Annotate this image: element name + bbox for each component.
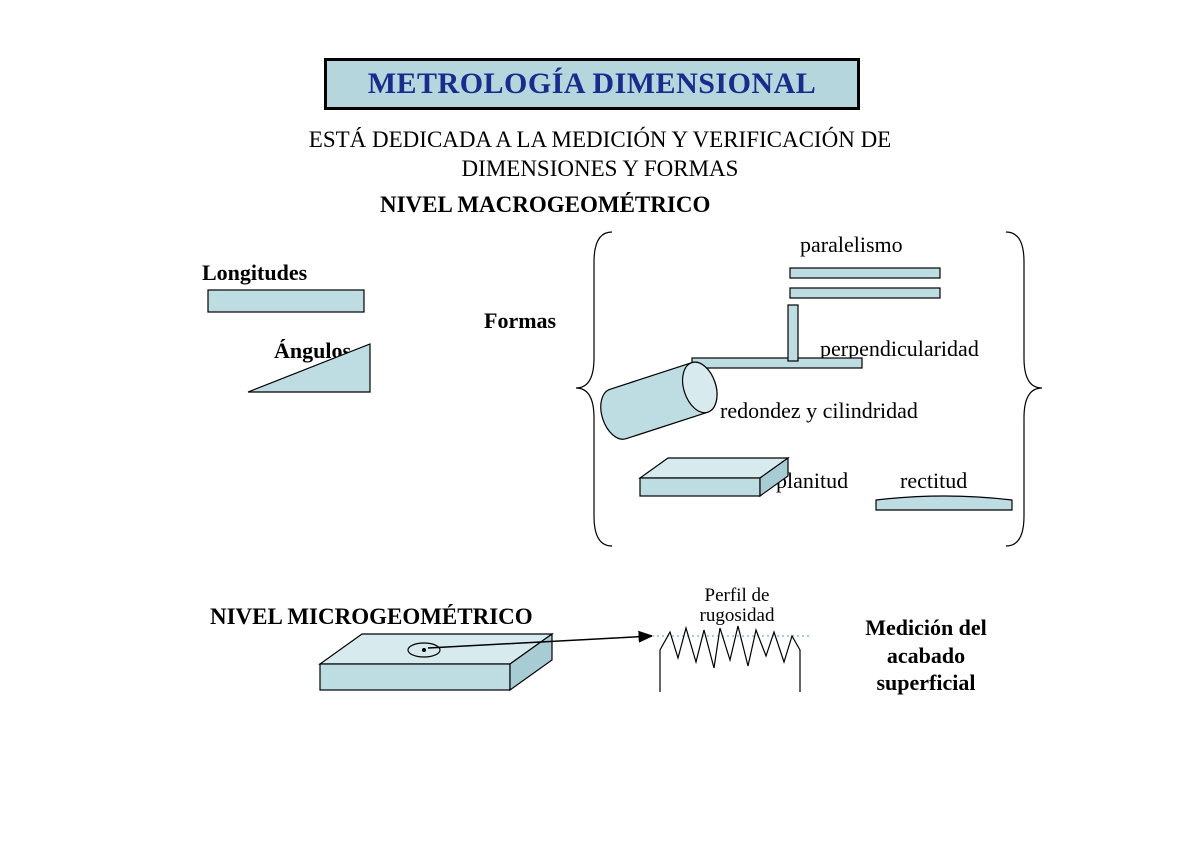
- shape-roughness-profile: [0, 0, 1200, 848]
- page: METROLOGÍA DIMENSIONAL ESTÁ DEDICADA A L…: [0, 0, 1200, 848]
- label-medicion-acabado: Medición del acabado superficial: [846, 614, 1006, 697]
